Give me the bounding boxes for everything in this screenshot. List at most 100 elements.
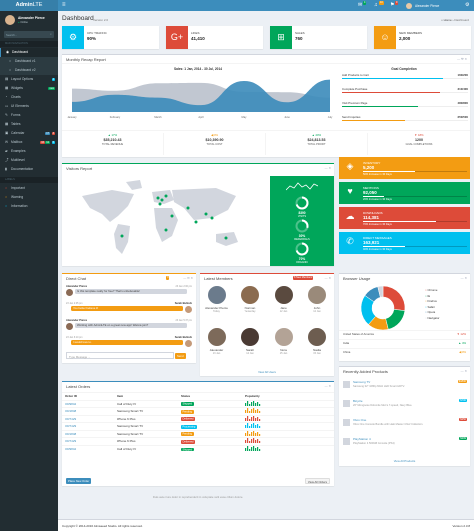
member-card[interactable]: Nora 15 Jan — [267, 328, 300, 355]
chat-sender-name: Alexander Pierce — [66, 285, 88, 288]
divider — [339, 330, 470, 331]
view-all-products-link[interactable]: View All Products — [393, 459, 416, 463]
heart-icon: ♥ — [347, 186, 353, 196]
legend-label: Navigator — [427, 315, 440, 320]
product-name[interactable]: Samsung TV — [353, 380, 371, 384]
product-item[interactable]: Bicycle $700 26" Mongoose Dolomite Men's 7… — [339, 396, 470, 412]
sidebar-item-dashboard-v1[interactable]: ○ Dashboard v1 — [0, 57, 58, 66]
chat-timestamp: 23 Jan 5:37 pm — [175, 319, 192, 322]
recap-stat: ▼ 18% 1200 GOAL COMPLETIONS — [368, 133, 470, 155]
sidebar-item-forms[interactable]: ✎ Forms — [0, 111, 58, 120]
box-tools[interactable]: — ✕ — [460, 369, 467, 373]
label-important[interactable]: ○ Important — [0, 184, 58, 193]
mail-icon[interactable]: ✉ — [358, 2, 363, 8]
country-name[interactable]: China — [343, 350, 351, 354]
box-tools[interactable]: — ✕ — [460, 276, 467, 280]
sidebar-item-multilevel[interactable]: ⤴ Multilevel — [0, 156, 58, 165]
flag-icon[interactable]: ⚑ — [390, 2, 395, 8]
place-new-order-button[interactable]: Place New Order — [66, 478, 92, 484]
box-tools[interactable]: — ✕ — [324, 276, 331, 280]
sparkbar — [245, 415, 261, 421]
sidebar-item-ui-elements[interactable]: ▭ UI Elements — [0, 102, 58, 111]
status-badge: Processing — [181, 424, 197, 429]
view-all-users-link[interactable]: View All Users — [258, 370, 276, 374]
visitor-stat-value: 30% — [298, 234, 306, 238]
sidebar-item-calendar[interactable]: ▣ Calendar 3 17 — [0, 129, 58, 138]
breadcrumb-home[interactable]: Home — [443, 17, 452, 22]
chat-message: Working with AdminLTE on a great new app… — [75, 323, 187, 329]
status-cell: Shipped — [178, 444, 242, 453]
view-all-orders-button[interactable]: View All Orders — [304, 478, 330, 484]
sidebar-item-tables[interactable]: ▦ Tables — [0, 120, 58, 129]
box-tools[interactable]: — ✉ ✕ — [183, 276, 193, 280]
sidebar-item-label: Examples — [11, 149, 26, 153]
country-name[interactable]: India — [343, 341, 350, 345]
product-name[interactable]: Xbox One — [353, 418, 367, 422]
product-item[interactable]: PlayStation 4 $399 PlayStation 4 500GB Con… — [339, 434, 470, 450]
product-name[interactable]: Bicycle — [353, 399, 363, 403]
app-logo[interactable]: AdminLTE — [0, 0, 58, 11]
order-id-link[interactable]: OR7429 — [65, 439, 77, 444]
product-price: $700 — [459, 399, 467, 402]
stat-card-label: Mentions — [363, 186, 379, 190]
user-menu-name[interactable]: Alexander Pierce — [415, 3, 440, 8]
goal-current: 160 — [457, 73, 463, 77]
sidebar-item-dashboard-v2[interactable]: ○ Dashboard v2 — [0, 66, 58, 75]
order-id-link[interactable]: OR1848 — [65, 409, 77, 414]
sidebar-item-charts[interactable]: ◔ Charts — [0, 93, 58, 102]
member-card[interactable]: Nadia 15 Jan — [301, 328, 334, 355]
order-id-link[interactable]: OR9842 — [65, 401, 77, 406]
bell-icon[interactable]: ♫ — [374, 2, 378, 8]
x-tick-label: February — [110, 115, 121, 119]
sidebar-item-layout-options[interactable]: ▤ Layout Options 4 — [0, 75, 58, 84]
status-cell: Processing — [178, 422, 242, 430]
product-item[interactable]: Samsung TV $1800 Samsung 32" 1080p 60Hz LE… — [339, 377, 470, 393]
label-warning[interactable]: ○ Warning — [0, 193, 58, 202]
visitor-stat-label: ORGANIC — [295, 261, 309, 264]
product-item[interactable]: Xbox One $350 Xbox One Console Bundle with… — [339, 415, 470, 431]
legend-label: FireFox — [427, 299, 437, 303]
message-input[interactable]: Type Message ... — [66, 352, 174, 359]
breadcrumb-current: Dashboard — [454, 17, 469, 22]
product-price: $350 — [459, 418, 467, 421]
latest-members-box: Latest Members 8 New Members — ✕ Alexand… — [200, 273, 334, 376]
search-input[interactable]: Search... ⌕ — [4, 31, 54, 38]
box-tools[interactable]: — ⚒ ✕ — [457, 57, 467, 61]
sidebar: Alexander Pierce ● Online Search... ⌕ MA… — [0, 11, 58, 531]
country-name[interactable]: United States of America — [343, 332, 374, 336]
order-id-link[interactable]: OR7429 — [65, 424, 77, 429]
box-tools[interactable]: — ✕ — [324, 166, 331, 170]
sidebar-item-dashboard[interactable]: ◉ Dashboard — [0, 48, 58, 57]
label-information[interactable]: ○ Information — [0, 202, 58, 211]
avatar[interactable] — [406, 2, 412, 9]
member-card[interactable]: John 12 Jan — [301, 286, 334, 313]
sidebar-toggle-icon[interactable]: ≡ — [62, 2, 66, 8]
sidebar-item-widgets[interactable]: ▦ Widgets new — [0, 84, 58, 93]
gears-icon[interactable]: ⚙ — [465, 2, 470, 8]
send-button[interactable]: Send — [175, 352, 186, 359]
stat-card-progress-fill — [363, 171, 415, 172]
member-card[interactable]: Jane 12 Jan — [267, 286, 300, 313]
goal-total: 500 — [463, 115, 468, 119]
member-card[interactable]: Norman Yesterday — [234, 286, 267, 313]
label-text: Information — [11, 204, 28, 208]
box-tools[interactable]: — ✕ — [324, 384, 331, 388]
member-name: Jane — [280, 306, 287, 310]
member-card[interactable]: Sarah 14 Jan — [234, 328, 267, 355]
search-icon[interactable]: ⌕ — [50, 32, 52, 37]
sidebar-item-mailbox[interactable]: ✉ Mailbox 5 12 16 — [0, 138, 58, 147]
member-card[interactable]: Alexander 13 Jan — [200, 328, 233, 355]
sidebar-item-examples[interactable]: ▰ Examples — [0, 147, 58, 156]
product-name[interactable]: PlayStation 4 — [353, 437, 371, 441]
table-row: OR1848 Samsung Smart TV Pending — [62, 407, 334, 415]
order-id-link[interactable]: OR1848 — [65, 431, 77, 436]
goal-title: Goal Completion — [391, 67, 417, 71]
book-icon: ▮ — [5, 167, 7, 171]
sidebar-item-documentation[interactable]: ▮ Documentation — [0, 165, 58, 174]
order-id-link[interactable]: OR7429 — [65, 416, 77, 421]
stat-card-progress — [363, 221, 467, 222]
order-id-link[interactable]: OR9842 — [65, 447, 77, 451]
member-card[interactable]: Alexander Pierce Today — [200, 286, 233, 313]
sidebar-item-label: Multilevel — [11, 158, 25, 162]
percent-value: 0% — [213, 133, 218, 137]
